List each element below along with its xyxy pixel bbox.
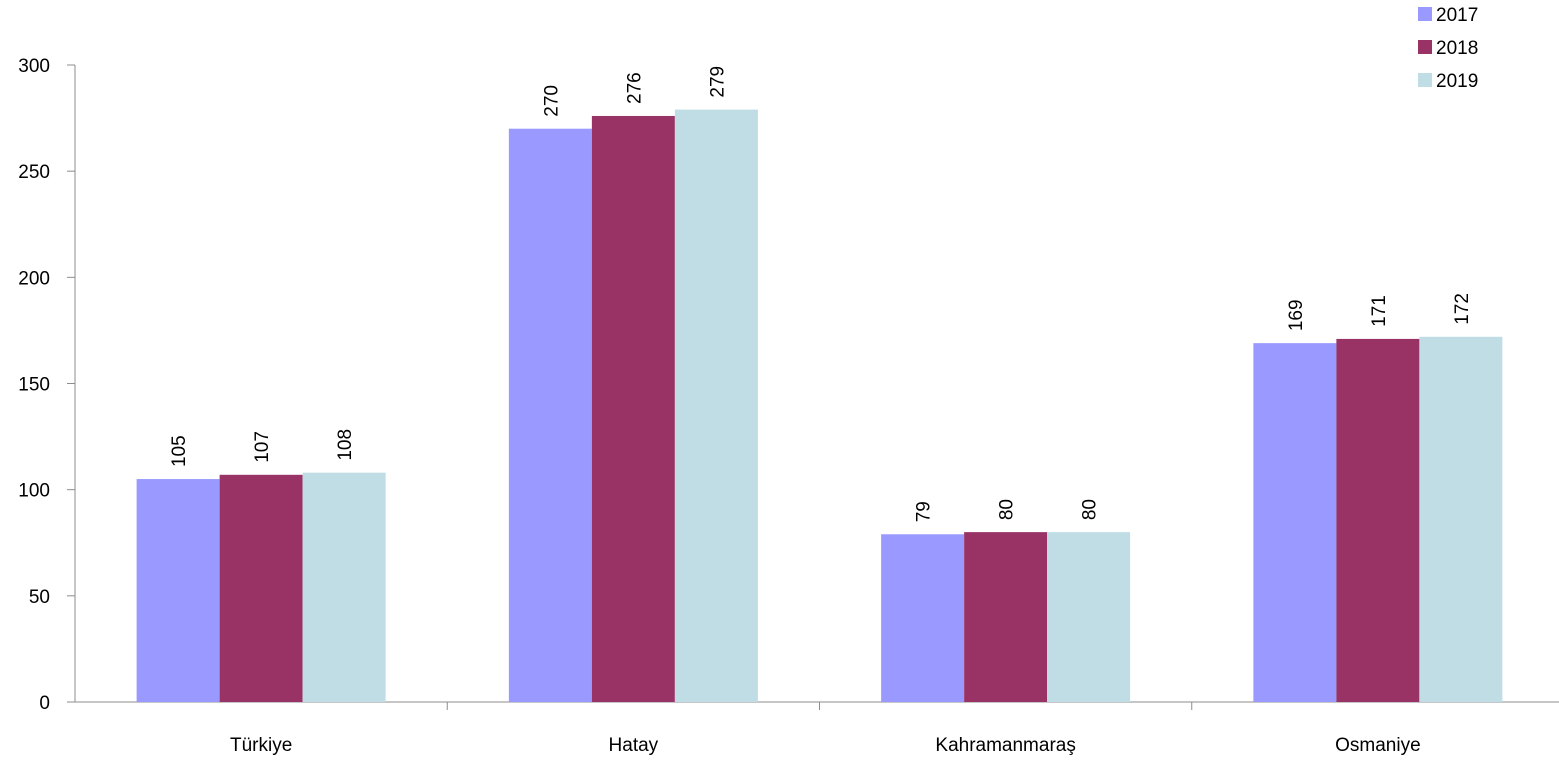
y-tick-label: 200 bbox=[18, 268, 50, 289]
bar-2018-3 bbox=[1336, 338, 1420, 702]
data-label: 108 bbox=[335, 429, 356, 461]
bar-2018-0 bbox=[219, 474, 303, 702]
y-tick-label: 250 bbox=[18, 162, 50, 183]
legend-swatch-2018 bbox=[1418, 40, 1432, 54]
data-label: 171 bbox=[1369, 295, 1390, 327]
data-label: 107 bbox=[252, 431, 273, 463]
data-label: 80 bbox=[997, 499, 1018, 520]
bar-2017-2 bbox=[881, 534, 965, 702]
data-label: 172 bbox=[1452, 293, 1473, 325]
bar-2019-3 bbox=[1419, 336, 1503, 702]
data-label: 276 bbox=[624, 72, 645, 104]
data-label: 80 bbox=[1080, 499, 1101, 520]
legend-label: 2018 bbox=[1436, 38, 1478, 59]
category-label: Osmaniye bbox=[1335, 735, 1421, 756]
bar-2019-1 bbox=[674, 109, 758, 703]
category-label: Kahramanmaraş bbox=[935, 735, 1075, 756]
data-labels: 105 107 108 270 276 279 79 80 80 169 171 172 bbox=[169, 66, 1473, 522]
y-tick-label: 150 bbox=[18, 375, 50, 396]
data-label: 270 bbox=[541, 85, 562, 117]
bar-2019-0 bbox=[302, 472, 386, 702]
bar-2018-1 bbox=[591, 115, 675, 702]
bar-2019-2 bbox=[1047, 532, 1131, 702]
legend-swatch-2017 bbox=[1418, 7, 1432, 21]
bar-2017-3 bbox=[1253, 343, 1337, 702]
y-tick-label: 0 bbox=[39, 693, 50, 714]
y-tick-label: 50 bbox=[29, 587, 50, 608]
data-label: 279 bbox=[707, 66, 728, 98]
bars bbox=[136, 109, 1503, 703]
category-label: Türkiye bbox=[230, 735, 292, 756]
y-ticks: 0 50 100 150 200 250 300 bbox=[18, 56, 75, 714]
data-label: 105 bbox=[169, 435, 190, 467]
x-ticks bbox=[446, 702, 1193, 710]
data-label: 79 bbox=[914, 501, 935, 522]
bar-2017-0 bbox=[136, 479, 220, 702]
legend-label: 2017 bbox=[1436, 5, 1478, 26]
legend: 2017 2018 2019 bbox=[1418, 5, 1478, 92]
y-tick-label: 100 bbox=[18, 481, 50, 502]
data-label: 169 bbox=[1286, 299, 1307, 331]
legend-label: 2019 bbox=[1436, 71, 1478, 92]
bar-2017-1 bbox=[508, 128, 592, 702]
category-label: Hatay bbox=[609, 735, 659, 756]
legend-swatch-2019 bbox=[1418, 73, 1432, 87]
bar-2018-2 bbox=[964, 532, 1048, 702]
y-tick-label: 300 bbox=[18, 56, 50, 77]
category-labels: Türkiye Hatay Kahramanmaraş Osmaniye bbox=[230, 735, 1421, 756]
